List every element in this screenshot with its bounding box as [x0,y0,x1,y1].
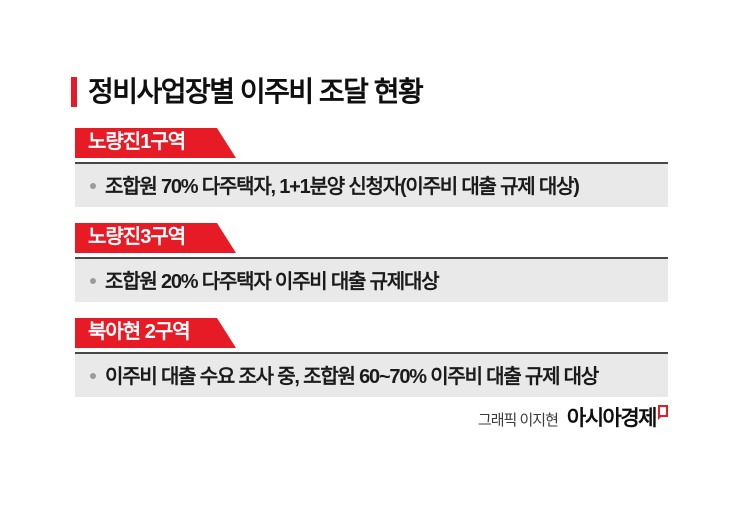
section-banner-label: 북아현 2구역 [88,321,190,343]
section-description-noryangjin1: 조합원 70% 다주택자, 1+1분양 신청자(이주비 대출 규제 대상) [75,162,668,207]
title-row: 정비사업장별 이주비 조달 현황 [71,74,424,110]
brand-logo-text: 아시아경제 [566,407,658,430]
bullet-icon [90,372,96,379]
bullet-icon [90,182,96,189]
footer-credit-row: 그래픽 이지현 아시아경제 [478,402,668,432]
bullet-icon [90,277,96,284]
section-description-text: 조합원 70% 다주택자, 1+1분양 신청자(이주비 대출 규제 대상) [105,176,580,198]
brand-speech-bubble-icon [658,405,668,420]
section-banner-bukahyeon2: 북아현 2구역 [75,318,236,348]
page-title: 정비사업장별 이주비 조달 현황 [88,76,424,107]
section-description-bukahyeon2: 이주비 대출 수요 조사 중, 조합원 60~70% 이주비 대출 규제 대상 [75,352,668,397]
section-banner-noryangjin3: 노량진3구역 [75,223,236,253]
section-banner-noryangjin1: 노량진1구역 [75,128,236,158]
title-accent-bar [71,77,77,107]
graphic-credit-text: 그래픽 이지현 [477,412,559,429]
section-description-text: 조합원 20% 다주택자 이주비 대출 규제대상 [105,271,440,293]
section-description-text: 이주비 대출 수요 조사 중, 조합원 60~70% 이주비 대출 규제 대상 [105,366,599,388]
section-banner-label: 노량진3구역 [88,226,186,248]
section-banner-label: 노량진1구역 [88,131,186,153]
section-description-noryangjin3: 조합원 20% 다주택자 이주비 대출 규제대상 [75,257,668,302]
